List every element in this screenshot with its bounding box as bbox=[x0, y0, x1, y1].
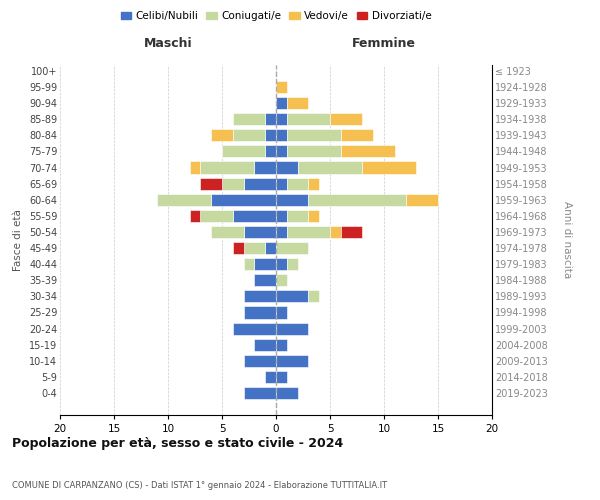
Bar bbox=[276, 178, 287, 190]
Bar bbox=[233, 242, 244, 254]
Bar bbox=[276, 258, 287, 270]
Bar bbox=[276, 194, 308, 206]
Bar bbox=[287, 210, 308, 222]
Bar bbox=[298, 162, 362, 173]
Bar bbox=[233, 113, 265, 125]
Bar bbox=[341, 129, 373, 141]
Bar bbox=[276, 226, 287, 238]
Bar bbox=[406, 194, 438, 206]
Bar bbox=[254, 338, 276, 351]
Bar bbox=[276, 129, 287, 141]
Text: Popolazione per età, sesso e stato civile - 2024: Popolazione per età, sesso e stato civil… bbox=[12, 437, 343, 450]
Bar bbox=[211, 129, 233, 141]
Bar bbox=[287, 113, 330, 125]
Bar bbox=[265, 113, 276, 125]
Bar bbox=[233, 129, 265, 141]
Y-axis label: Fasce di età: Fasce di età bbox=[13, 209, 23, 271]
Bar bbox=[287, 178, 308, 190]
Bar bbox=[308, 178, 319, 190]
Bar bbox=[276, 113, 287, 125]
Bar bbox=[244, 242, 265, 254]
Bar bbox=[341, 146, 395, 158]
Bar bbox=[200, 210, 233, 222]
Bar bbox=[190, 210, 200, 222]
Legend: Celibi/Nubili, Coniugati/e, Vedovi/e, Divorziati/e: Celibi/Nubili, Coniugati/e, Vedovi/e, Di… bbox=[116, 7, 436, 26]
Bar bbox=[244, 178, 276, 190]
Bar bbox=[287, 258, 298, 270]
Bar bbox=[276, 146, 287, 158]
Bar bbox=[244, 306, 276, 318]
Bar bbox=[211, 226, 244, 238]
Bar bbox=[330, 113, 362, 125]
Bar bbox=[265, 371, 276, 383]
Bar bbox=[276, 290, 308, 302]
Bar bbox=[276, 338, 287, 351]
Bar bbox=[190, 162, 200, 173]
Bar bbox=[211, 194, 276, 206]
Bar bbox=[276, 81, 287, 93]
Text: Maschi: Maschi bbox=[143, 37, 193, 50]
Bar bbox=[330, 226, 341, 238]
Bar bbox=[157, 194, 211, 206]
Bar bbox=[265, 242, 276, 254]
Bar bbox=[276, 322, 308, 334]
Bar bbox=[276, 371, 287, 383]
Bar bbox=[254, 162, 276, 173]
Bar bbox=[244, 387, 276, 399]
Bar bbox=[276, 210, 287, 222]
Bar bbox=[287, 97, 308, 109]
Bar bbox=[276, 387, 298, 399]
Bar bbox=[276, 162, 298, 173]
Bar bbox=[200, 178, 222, 190]
Bar bbox=[276, 355, 308, 367]
Bar bbox=[244, 355, 276, 367]
Bar bbox=[276, 274, 287, 286]
Bar bbox=[362, 162, 416, 173]
Bar bbox=[244, 226, 276, 238]
Text: Femmine: Femmine bbox=[352, 37, 416, 50]
Bar bbox=[308, 210, 319, 222]
Bar bbox=[341, 226, 362, 238]
Bar bbox=[276, 242, 308, 254]
Bar bbox=[287, 129, 341, 141]
Bar bbox=[233, 210, 276, 222]
Bar bbox=[308, 290, 319, 302]
Bar bbox=[276, 97, 287, 109]
Bar bbox=[276, 306, 287, 318]
Bar bbox=[265, 146, 276, 158]
Bar bbox=[200, 162, 254, 173]
Bar bbox=[222, 178, 244, 190]
Y-axis label: Anni di nascita: Anni di nascita bbox=[562, 202, 572, 278]
Bar bbox=[233, 322, 276, 334]
Text: COMUNE DI CARPANZANO (CS) - Dati ISTAT 1° gennaio 2024 - Elaborazione TUTTITALIA: COMUNE DI CARPANZANO (CS) - Dati ISTAT 1… bbox=[12, 481, 387, 490]
Bar bbox=[287, 146, 341, 158]
Bar bbox=[222, 146, 265, 158]
Bar bbox=[254, 258, 276, 270]
Bar bbox=[244, 290, 276, 302]
Bar bbox=[265, 129, 276, 141]
Bar bbox=[308, 194, 406, 206]
Bar bbox=[254, 274, 276, 286]
Bar bbox=[244, 258, 254, 270]
Bar bbox=[287, 226, 330, 238]
